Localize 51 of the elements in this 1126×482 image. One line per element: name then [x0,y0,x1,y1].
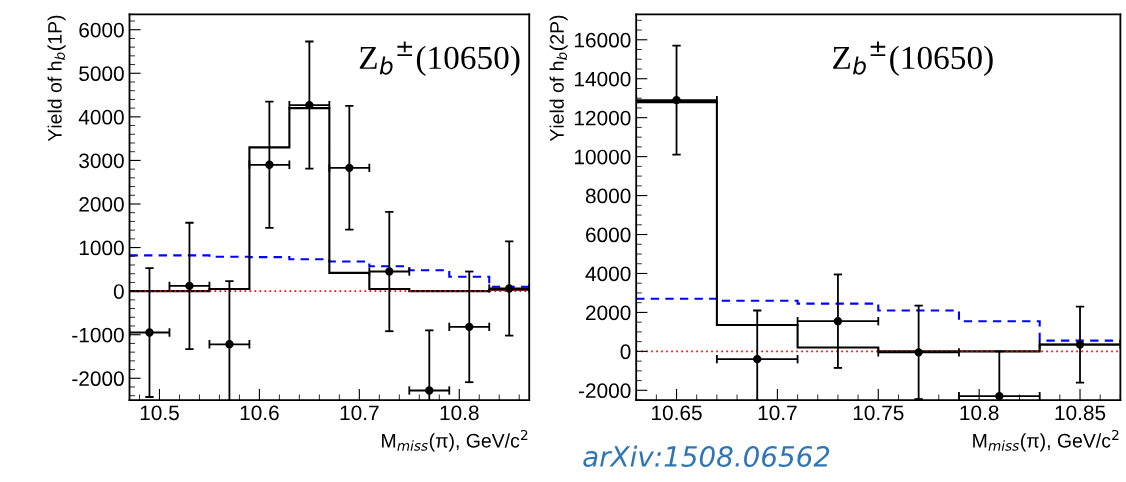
point [225,340,234,349]
annotation: Z$_{b}$$^{±}$(10650) [833,41,993,76]
y-tick-label: 2000 [586,305,631,321]
point [505,284,514,293]
y-tick-label: 2000 [79,196,124,212]
point [995,391,1004,401]
x-tick-label: 10.7 [340,405,379,421]
x-tick-label: 10.6 [240,405,279,421]
point [385,267,394,276]
y-tick-label: 6000 [586,227,631,243]
x-tick-label: 10.65 [652,405,702,421]
point [345,163,354,172]
x-axis-title: M$_{miss}$(π), GeV/c$^{2}$ [973,429,1119,452]
x-axis-title: M$_{miss}$(π), GeV/c$^{2}$ [382,429,528,452]
y-tick-label: 4000 [585,266,631,282]
y-tick-label: 6000 [79,22,124,38]
point [914,348,923,357]
y-tick-label: 8000 [585,188,631,204]
y-tick-label: 4000 [78,109,124,125]
x-tick-label: 10.85 [1055,405,1106,421]
y-tick-label: -1000 [72,327,124,343]
point [305,100,314,110]
y-tick-label: -2000 [72,371,124,387]
y-tick-label: 10000 [574,149,631,165]
y-tick-label: 14000 [574,71,631,87]
y-tick-label: 3000 [79,153,124,169]
y-tick-label: 1000 [79,240,124,256]
y-tick-label: 16000 [574,32,631,48]
y-tick-label: 5000 [79,66,124,82]
y-tick-label: 0 [113,284,124,299]
point [1075,340,1085,349]
point [265,160,274,169]
point [465,322,474,332]
y-tick-label: -2000 [578,383,631,399]
y-axis-title: Yield of h$_{b}$(1P) [47,15,66,142]
point [425,386,434,395]
text: arXiv:1508.06562 [583,445,830,467]
y-axis-title: Yield of h$_{b}$(2P) [549,15,568,142]
x-tick-label: 10.5 [140,405,179,421]
y-tick-label: 0 [620,344,631,360]
y-tick-label: 12000 [574,110,631,126]
x-tick-label: 10.8 [960,405,999,421]
point [833,317,843,326]
x-tick-label: 10.7 [758,405,797,421]
annotation: Z$_{b}$$^{±}$(10650) [359,41,520,76]
point [185,281,194,291]
x-tick-label: 10.8 [440,405,479,421]
point [145,328,154,337]
x-tick-label: 10.75 [853,405,904,421]
point [672,95,681,105]
point [753,354,762,364]
